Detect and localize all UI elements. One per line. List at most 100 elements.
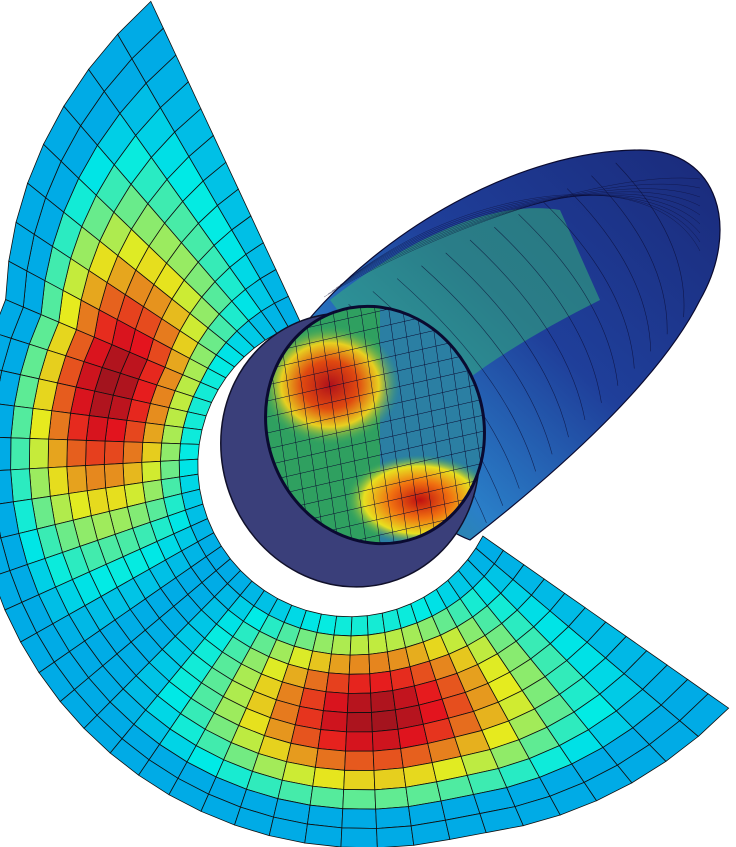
mesh-cell [317, 729, 347, 752]
mesh-cell [103, 463, 125, 489]
cone-mesh-line [542, 201, 635, 369]
mesh-cell [376, 825, 415, 847]
mesh-cell [122, 461, 144, 486]
mesh-cell [325, 672, 350, 694]
mesh-cell [66, 465, 88, 494]
mesh-cell [10, 437, 31, 471]
mesh-cell [0, 469, 14, 505]
cone-mesh-line [445, 252, 569, 438]
mesh-cell [66, 412, 90, 441]
mesh-cell [179, 427, 203, 445]
inside-mesh-line [249, 392, 511, 454]
mesh-cell [142, 422, 165, 444]
mesh-cell [122, 441, 144, 464]
mesh-cell [349, 634, 370, 656]
mesh-cell [373, 767, 407, 791]
mesh-cell [0, 537, 11, 575]
mesh-cell [141, 460, 162, 483]
inside-hot-spot [260, 325, 400, 445]
mesh-cell [85, 464, 107, 492]
mesh-cell [104, 417, 128, 443]
mesh-cell [0, 370, 21, 407]
cone-mesh-line [339, 193, 701, 286]
mesh-cell [330, 634, 352, 656]
inside-mesh-line [249, 440, 511, 502]
mesh-cell [48, 410, 71, 441]
mesh-cell [345, 731, 374, 752]
inside-mesh-line [249, 408, 511, 470]
mesh-cell [0, 299, 24, 339]
mesh-cell [368, 651, 391, 675]
mesh-cell [307, 650, 332, 674]
mesh-cell [370, 690, 396, 713]
mesh-cell [374, 786, 409, 810]
cone-mesh-line [323, 177, 701, 298]
mesh-cell [29, 407, 53, 440]
cone-mesh-line [469, 239, 586, 421]
mesh-cell [314, 748, 346, 771]
inside-mesh-line [315, 289, 357, 571]
mesh-cell [312, 766, 346, 790]
inside-mesh-line [357, 289, 399, 571]
mesh-cell [342, 789, 377, 810]
mesh-cell [347, 673, 372, 694]
mesh-cell [343, 769, 376, 791]
inside-mesh-line [249, 360, 511, 422]
cone-mesh-line [591, 175, 668, 335]
inside-mesh-line [343, 289, 385, 571]
cone-mesh-line [396, 278, 537, 472]
mesh-cell [178, 443, 200, 461]
inside-mesh-line [249, 424, 511, 486]
cone-mesh-line [355, 194, 701, 274]
cone-mesh-line [615, 162, 685, 318]
mesh-cell [679, 693, 730, 737]
mesh-cell [371, 728, 402, 752]
mesh-cell [85, 415, 109, 442]
mesh-cell [371, 709, 399, 733]
mesh-cell [10, 468, 33, 503]
cone-mesh-line [351, 195, 701, 277]
cone-mesh-line [421, 265, 553, 455]
mesh-cell [123, 419, 147, 443]
mesh-cell [47, 466, 70, 497]
mesh-cell [333, 615, 353, 637]
cone-mesh-line [335, 191, 701, 289]
mesh-cell [141, 441, 162, 463]
mesh-cell [0, 531, 2, 539]
mesh-cell [366, 612, 386, 636]
cone-mesh-line [327, 183, 701, 295]
opening-rim [264, 304, 486, 546]
mesh-cell [0, 437, 12, 471]
mesh-cell [367, 632, 388, 655]
mesh-cell [372, 748, 404, 771]
cone-mesh-line [494, 226, 602, 403]
mesh-cell [328, 653, 351, 675]
cone-mesh-line [331, 188, 701, 292]
mesh-cell [346, 692, 372, 714]
cone-mesh-line [518, 214, 619, 386]
mesh-cell [0, 369, 3, 382]
cone-mesh-line [347, 195, 701, 280]
mesh-cell [320, 710, 348, 733]
mesh-cell [160, 459, 180, 481]
mesh-cell [346, 712, 373, 733]
mesh-cell [348, 653, 371, 675]
mesh-cell [85, 440, 106, 467]
cone-mesh-line [566, 188, 652, 352]
mesh-cell [28, 467, 51, 500]
mesh-cell [304, 823, 343, 847]
inside-mesh-line [371, 289, 413, 571]
inside-mesh-line [385, 289, 427, 571]
inside-mesh-line [301, 289, 343, 571]
cone-mesh [323, 162, 701, 523]
mesh-cell [66, 439, 87, 468]
mesh-cell [322, 691, 349, 714]
mesh-cell [375, 806, 412, 829]
cone [220, 149, 721, 588]
mesh-cell [369, 670, 394, 694]
mesh-cell [159, 442, 181, 462]
cone-mesh-line [343, 194, 701, 283]
mesh-cell [340, 827, 378, 847]
